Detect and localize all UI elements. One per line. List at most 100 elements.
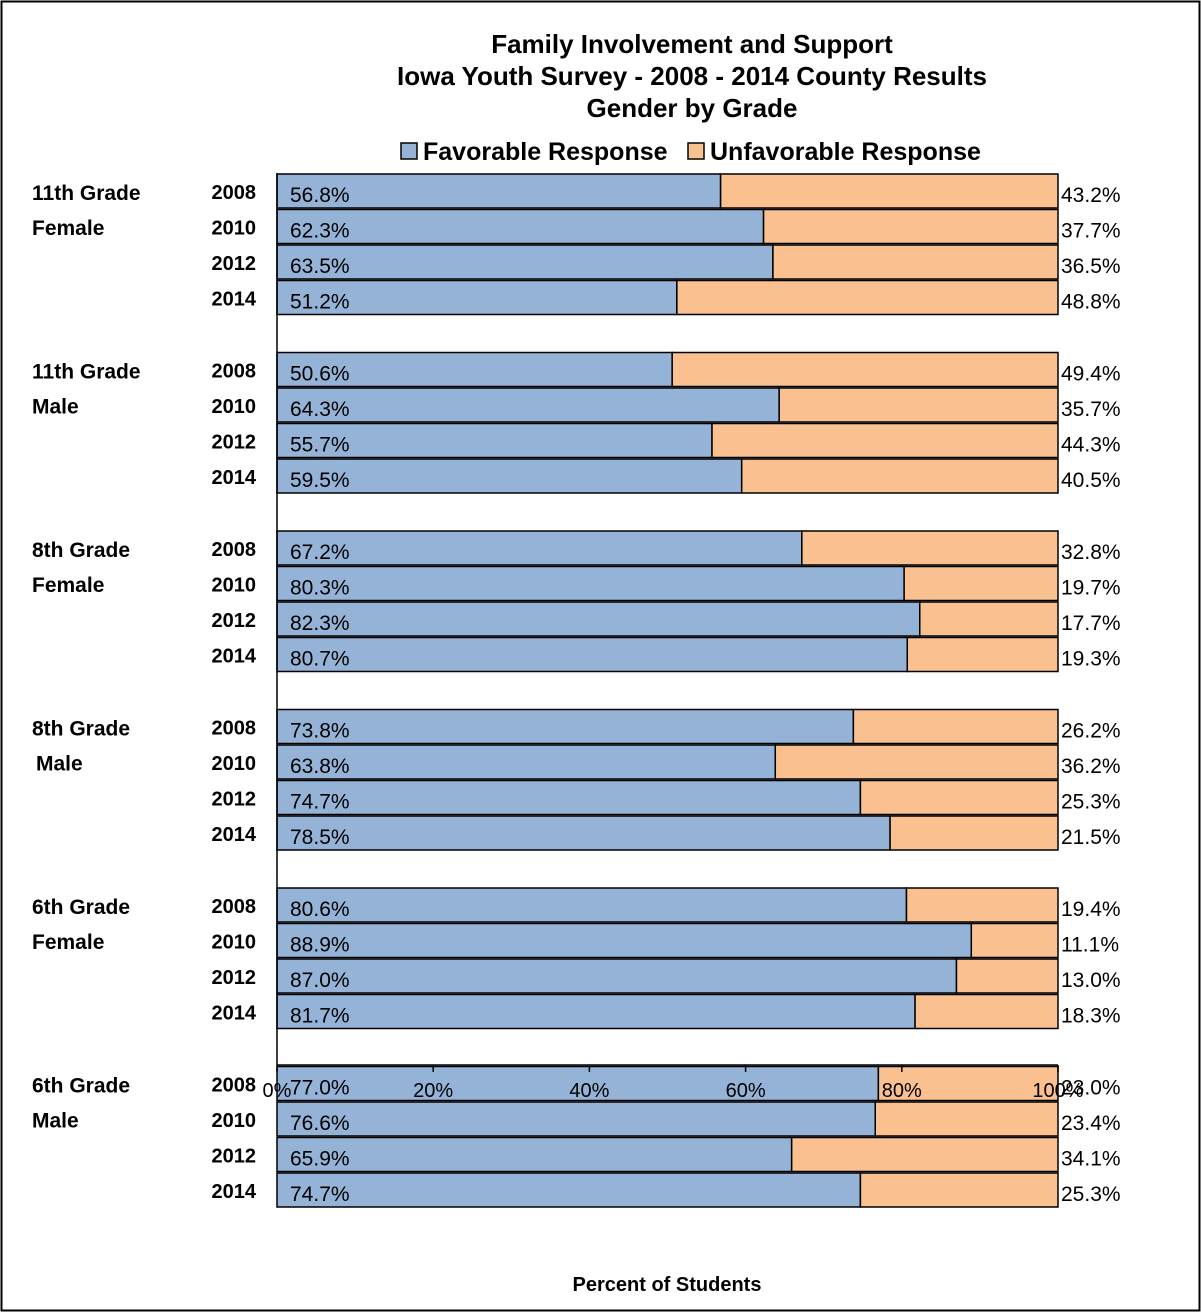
- bar-favorable: [276, 530, 803, 566]
- bar-favorable: [276, 922, 973, 959]
- data-label-favorable: 59.5%: [290, 469, 350, 492]
- data-label-unfavorable: 25.3%: [1061, 1183, 1121, 1206]
- bar-favorable: [276, 744, 777, 780]
- bar-favorable: [276, 1101, 876, 1137]
- bar-unfavorable: [774, 744, 1059, 780]
- data-label-favorable: 51.2%: [290, 291, 350, 314]
- group-label: 11th Grade: [32, 361, 141, 384]
- data-label-unfavorable: 34.1%: [1061, 1148, 1121, 1171]
- group-label: Female: [32, 574, 104, 597]
- bar-favorable: [276, 636, 909, 673]
- bar-unfavorable: [970, 922, 1059, 959]
- group-label: Female: [32, 217, 104, 240]
- bar-favorable: [276, 708, 855, 745]
- bar-favorable: [276, 387, 780, 423]
- bar-unfavorable: [711, 422, 1059, 459]
- data-label-unfavorable: 40.5%: [1061, 469, 1121, 492]
- data-label-favorable: 50.6%: [290, 363, 350, 386]
- data-label-unfavorable: 18.3%: [1061, 1005, 1121, 1028]
- bar-unfavorable: [914, 993, 1059, 1030]
- year-label: 2010: [212, 1110, 257, 1132]
- year-label: 2012: [212, 967, 257, 989]
- bar-unfavorable: [919, 601, 1059, 637]
- data-label-unfavorable: 11.1%: [1061, 934, 1119, 957]
- data-label-unfavorable: 49.4%: [1061, 363, 1121, 386]
- data-label-unfavorable: 32.8%: [1061, 541, 1121, 564]
- x-axis-title: Percent of Students: [573, 1274, 762, 1296]
- group-label: 8th Grade: [32, 539, 130, 562]
- bar-unfavorable: [889, 815, 1059, 851]
- x-tick-label: 20%: [413, 1080, 453, 1102]
- data-label-favorable: 82.3%: [290, 612, 350, 635]
- bar-unfavorable: [877, 1065, 1059, 1102]
- bar-favorable: [276, 993, 916, 1030]
- bar-unfavorable: [905, 887, 1059, 923]
- bar-favorable: [276, 244, 774, 280]
- bar-unfavorable: [903, 565, 1059, 602]
- row-labels: 11th Grade Female 2008 56.8% 43.2% 2010 62.3% 3…: [32, 182, 1121, 1206]
- bar-unfavorable: [740, 458, 1059, 494]
- bar-unfavorable: [671, 351, 1059, 388]
- year-label: 2012: [212, 253, 257, 275]
- data-label-unfavorable: 17.7%: [1061, 612, 1121, 635]
- group-label: Male: [36, 753, 83, 776]
- year-label: 2008: [212, 361, 257, 383]
- bar-unfavorable: [955, 958, 1059, 994]
- bar-unfavorable: [772, 244, 1059, 280]
- bar-favorable: [276, 1065, 880, 1102]
- bar-favorable: [276, 887, 908, 923]
- bar-favorable: [276, 208, 765, 245]
- bar-favorable: [276, 458, 743, 494]
- bar-unfavorable: [874, 1101, 1059, 1137]
- data-label-unfavorable: 48.8%: [1061, 291, 1121, 314]
- year-label: 2008: [212, 896, 257, 918]
- x-tick-label: 80%: [882, 1080, 922, 1102]
- year-label: 2010: [212, 575, 257, 597]
- year-label: 2010: [212, 396, 257, 418]
- plot-area: [276, 173, 1059, 1208]
- year-label: 2012: [212, 789, 257, 811]
- chart-title-line-1: Family Involvement and Support: [491, 29, 893, 59]
- year-label: 2014: [212, 646, 257, 668]
- year-label: 2010: [212, 932, 257, 954]
- data-label-favorable: 77.0%: [290, 1077, 350, 1100]
- bar-unfavorable: [676, 279, 1059, 316]
- bar-favorable: [276, 565, 905, 602]
- bar-favorable: [276, 1172, 862, 1208]
- chart-title-line-2: Iowa Youth Survey - 2008 - 2014 County R…: [397, 61, 987, 91]
- year-label: 2008: [212, 539, 257, 561]
- data-label-unfavorable: 36.2%: [1061, 755, 1121, 778]
- data-label-unfavorable: 44.3%: [1061, 434, 1121, 457]
- data-label-unfavorable: 23.4%: [1061, 1112, 1121, 1135]
- bar-unfavorable: [852, 708, 1059, 745]
- year-label: 2010: [212, 218, 257, 240]
- legend-swatch-unfavorable: [687, 142, 705, 160]
- data-label-favorable: 80.6%: [290, 898, 350, 921]
- x-axis: 0% 20% 40% 60% 80% 100%: [263, 173, 1084, 1102]
- data-label-favorable: 65.9%: [290, 1148, 350, 1171]
- group-label: Male: [32, 1110, 79, 1133]
- data-label-unfavorable: 26.2%: [1061, 720, 1121, 743]
- data-label-favorable: 74.7%: [290, 791, 350, 814]
- data-label-favorable: 76.6%: [290, 1112, 350, 1135]
- data-label-unfavorable: 19.4%: [1061, 898, 1121, 921]
- data-label-unfavorable: 35.7%: [1061, 398, 1121, 421]
- data-label-favorable: 62.3%: [290, 220, 350, 243]
- data-label-favorable: 87.0%: [290, 969, 350, 992]
- bar-unfavorable: [778, 387, 1059, 423]
- data-label-unfavorable: 13.0%: [1061, 969, 1121, 992]
- year-label: 2008: [212, 1075, 257, 1097]
- year-label: 2014: [212, 1003, 257, 1025]
- x-tick-label: 100%: [1032, 1080, 1083, 1102]
- data-label-unfavorable: 36.5%: [1061, 255, 1121, 278]
- bar-favorable: [276, 958, 958, 994]
- data-label-favorable: 64.3%: [290, 398, 350, 421]
- year-label: 2012: [212, 432, 257, 454]
- bar-unfavorable: [906, 636, 1059, 673]
- group-label: Female: [32, 931, 104, 954]
- legend-swatch-favorable: [400, 142, 418, 160]
- data-label-unfavorable: 19.3%: [1061, 648, 1121, 671]
- bar-favorable: [276, 601, 921, 637]
- bar-unfavorable: [719, 173, 1059, 209]
